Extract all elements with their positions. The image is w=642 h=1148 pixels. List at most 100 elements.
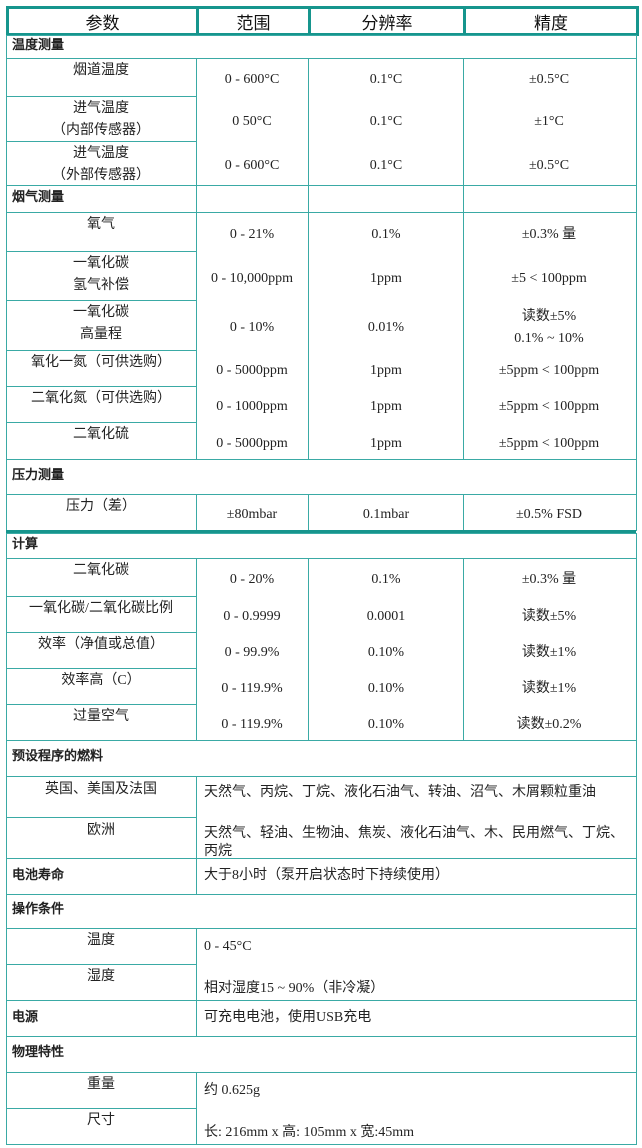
param-label: 效率高（C）: [61, 673, 141, 688]
value-text: 约 0.625g: [204, 1083, 260, 1098]
accuracy-value: ±5ppm < 100ppm: [498, 363, 600, 378]
range-value: 0 - 5000ppm: [216, 435, 288, 451]
range-value: 0 - 119.9%: [221, 717, 283, 732]
param-label: 进气温度: [73, 101, 129, 116]
resolution-value: 1ppm: [370, 435, 402, 451]
accuracy-value: ±5ppm < 100ppm: [498, 435, 600, 451]
resolution-value: 1ppm: [370, 270, 402, 286]
section-header: [6, 459, 637, 495]
resolution-value: 0.1mbar: [362, 507, 410, 522]
section-header: [6, 533, 637, 559]
range-value: 0 - 5000ppm: [216, 363, 288, 378]
accuracy-value: 读数±5%: [521, 309, 577, 324]
range-value: 0 - 1000ppm: [216, 399, 288, 414]
param-label: 温度: [87, 933, 115, 948]
resolution-value: 0.10%: [367, 681, 405, 696]
section-value: 可充电电池，使用USB充电: [204, 1010, 372, 1025]
section-title: 温度测量: [12, 37, 65, 53]
range-value: 0 - 99.9%: [224, 645, 280, 660]
resolution-value: 0.0001: [366, 609, 406, 624]
value-text: 长: 216mm x 高: 105mm x 宽:45mm: [204, 1125, 415, 1140]
resolution-value: 0.10%: [367, 717, 405, 732]
param-label: 进气温度: [73, 146, 129, 161]
param-label: 二氧化硫: [73, 427, 129, 442]
range-value: 0 50°C: [232, 113, 272, 129]
value-text: 相对湿度15 ~ 90%（非冷凝）: [204, 981, 385, 996]
resolution-value: 1ppm: [370, 363, 402, 378]
param-label: 湿度: [87, 969, 115, 984]
param-label: 二氧化碳: [73, 563, 129, 578]
section-title: 电池寿命: [12, 868, 65, 883]
section-header-cell: [308, 185, 464, 213]
accuracy-value: 读数±1%: [521, 681, 577, 696]
resolution-value: 0.1%: [371, 226, 401, 242]
param-label: 欧洲: [87, 822, 115, 838]
resolution-value: 0.10%: [367, 645, 405, 660]
section-divider: [6, 530, 636, 533]
section-header-cell: [463, 185, 637, 213]
section-title: 预设程序的燃料: [12, 749, 104, 764]
column-header: 精度: [463, 6, 639, 36]
column-header: 参数: [6, 6, 199, 36]
param-label: 氧气: [87, 217, 115, 232]
range-value: 0 - 600°C: [224, 158, 280, 173]
resolution-value: 0.1%: [371, 572, 401, 587]
section-header: [6, 35, 637, 59]
section-value: 大于8小时（泵开启状态时下持续使用）: [204, 868, 449, 883]
param-label: 过量空气: [73, 709, 129, 724]
param-label: 烟道温度: [73, 63, 129, 78]
accuracy-value: 读数±1%: [521, 645, 577, 660]
column-header: 范围: [196, 6, 311, 36]
section-title: 操作条件: [12, 902, 65, 917]
param-cell: [6, 1108, 197, 1145]
param-label: 一氧化碳: [73, 256, 129, 271]
value-text: 天然气、丙烷、丁烷、液化石油气、转油、沼气、木屑颗粒重油: [204, 785, 596, 800]
accuracy-value: ±5ppm < 100ppm: [498, 399, 600, 414]
accuracy-value: ±0.5°C: [528, 158, 570, 173]
value-text: 0 - 45°C: [204, 939, 252, 954]
param-label: 一氧化碳/二氧化碳比例: [29, 601, 173, 616]
accuracy-value: ±0.3% 量: [521, 572, 577, 587]
resolution-value: 0.1°C: [369, 72, 403, 87]
section-title: 计算: [12, 536, 39, 552]
param-label: 压力（差）: [66, 499, 136, 514]
accuracy-value: ±0.5°C: [528, 72, 570, 87]
resolution-value: 0.1°C: [369, 158, 403, 173]
resolution-value: 0.01%: [367, 320, 405, 335]
resolution-value: 1ppm: [370, 399, 402, 414]
param-label: （内部传感器）: [52, 123, 150, 138]
accuracy-value: ±1°C: [534, 113, 564, 129]
section-title: 电源: [12, 1010, 39, 1025]
section-header-cell: [196, 185, 309, 213]
param-label: 氢气补偿: [73, 278, 129, 293]
range-value: 0 - 0.9999: [223, 609, 281, 624]
range-value: 0 - 119.9%: [221, 681, 283, 696]
section-title: 烟气测量: [12, 189, 65, 205]
section-header: [6, 894, 637, 929]
param-label: 重量: [87, 1077, 115, 1092]
param-label: 高量程: [80, 327, 122, 342]
section-header: [6, 1036, 637, 1073]
accuracy-value: 0.1% ~ 10%: [514, 331, 584, 346]
param-label: （外部传感器）: [52, 168, 150, 183]
section-title: 压力测量: [12, 467, 65, 483]
range-value: ±80mbar: [226, 507, 278, 522]
range-value: 0 - 20%: [229, 572, 275, 587]
param-label: 一氧化碳: [73, 305, 129, 320]
range-value: 0 - 10,000ppm: [210, 270, 294, 286]
section-title: 物理特性: [12, 1045, 65, 1060]
value-text: 天然气、轻油、生物油、焦炭、液化石油气、木、民用燃气、丁烷、丙烷: [204, 826, 624, 859]
param-label: 氧化一氮（可供选购）: [31, 355, 171, 370]
accuracy-value: 读数±0.2%: [516, 717, 582, 732]
accuracy-value: ±0.3% 量: [521, 226, 577, 242]
range-value: 0 - 21%: [229, 226, 275, 242]
accuracy-value: 读数±5%: [521, 609, 577, 624]
range-value: 0 - 600°C: [224, 72, 280, 87]
range-value: 0 - 10%: [229, 320, 275, 335]
column-header: 分辨率: [308, 6, 466, 36]
param-label: 二氧化氮（可供选购）: [31, 391, 171, 406]
param-label: 效率（净值或总值）: [38, 637, 164, 652]
accuracy-value: ±0.5% FSD: [515, 507, 583, 522]
param-label: 英国、美国及法国: [45, 781, 157, 797]
